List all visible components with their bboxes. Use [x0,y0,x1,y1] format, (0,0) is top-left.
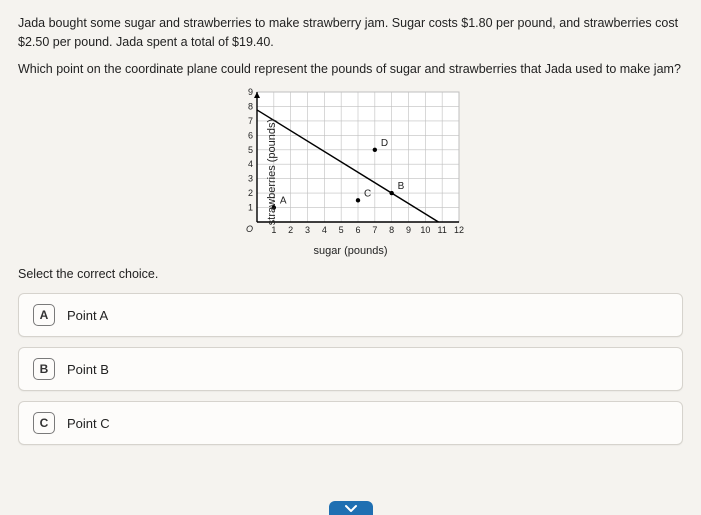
choice-key: C [33,412,55,434]
svg-text:4: 4 [247,159,252,169]
svg-text:9: 9 [405,225,410,235]
svg-text:1: 1 [247,203,252,213]
svg-text:11: 11 [437,225,446,235]
problem-line-2: Which point on the coordinate plane coul… [18,60,683,79]
svg-text:O: O [245,224,252,234]
svg-text:8: 8 [247,102,252,112]
svg-text:1: 1 [271,225,276,235]
x-axis-label: sugar (pounds) [237,245,465,257]
choice-c[interactable]: C Point C [18,401,683,445]
svg-text:6: 6 [355,225,360,235]
svg-text:5: 5 [338,225,343,235]
svg-text:5: 5 [247,145,252,155]
svg-text:C: C [364,189,371,200]
svg-text:D: D [380,138,387,149]
y-axis-label: strawberries (pounds) [266,119,278,225]
svg-text:7: 7 [247,116,252,126]
coordinate-chart: strawberries (pounds) 123456789101112123… [237,86,465,257]
chevron-down-icon [344,503,358,513]
problem-line-1: Jada bought some sugar and strawberries … [18,14,683,52]
svg-text:12: 12 [453,225,463,235]
svg-text:A: A [279,196,286,207]
choice-label: Point C [67,416,110,431]
svg-text:2: 2 [288,225,293,235]
svg-text:7: 7 [372,225,377,235]
choice-key: A [33,304,55,326]
svg-text:10: 10 [420,225,430,235]
choice-b[interactable]: B Point B [18,347,683,391]
choice-label: Point B [67,362,109,377]
svg-text:2: 2 [247,188,252,198]
svg-text:6: 6 [247,131,252,141]
svg-text:B: B [397,181,404,192]
svg-text:4: 4 [321,225,326,235]
svg-text:8: 8 [389,225,394,235]
choice-label: Point A [67,308,108,323]
select-instruction: Select the correct choice. [18,267,683,281]
choice-a[interactable]: A Point A [18,293,683,337]
problem-statement: Jada bought some sugar and strawberries … [18,14,683,78]
expand-tab[interactable] [329,501,373,515]
svg-text:3: 3 [304,225,309,235]
svg-text:9: 9 [247,87,252,97]
svg-text:3: 3 [247,174,252,184]
choice-key: B [33,358,55,380]
